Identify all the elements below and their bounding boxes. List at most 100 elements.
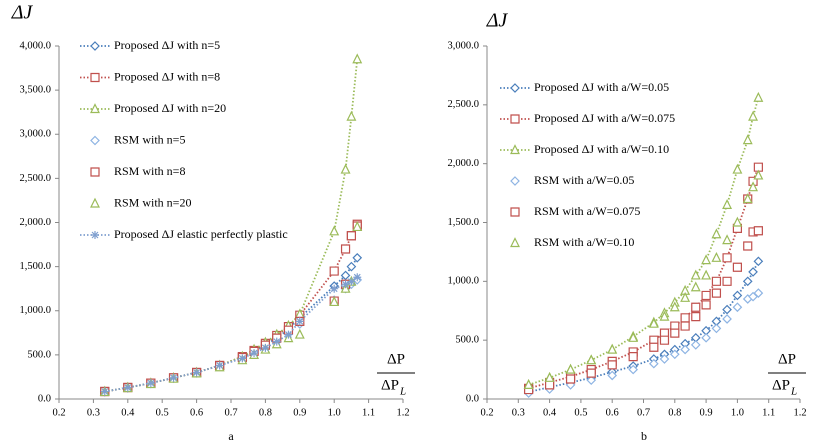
data-point <box>607 370 618 381</box>
data-point <box>748 267 758 277</box>
data-point <box>607 343 618 354</box>
y-tick-label: 1,000.0 <box>448 276 480 287</box>
data-point <box>680 321 690 331</box>
data-point <box>565 363 576 374</box>
data-point <box>748 110 759 121</box>
x-axis-label-subscript: L <box>399 386 406 398</box>
data-point <box>329 266 339 276</box>
legend-marker <box>510 144 520 155</box>
legend-label: Proposed ΔJ with a/W=0.075 <box>534 111 675 125</box>
data-point <box>544 371 555 382</box>
data-point <box>123 383 132 392</box>
data-point <box>701 269 712 280</box>
x-tick-label: 0.7 <box>224 407 237 418</box>
data-point <box>680 344 690 355</box>
legend-marker <box>90 197 100 208</box>
data-point <box>648 358 659 369</box>
legend-marker <box>90 72 100 83</box>
data-point <box>680 291 691 302</box>
data-point <box>753 169 764 180</box>
data-point <box>100 387 109 396</box>
data-point <box>753 162 763 172</box>
data-point <box>329 296 340 307</box>
legend-label: RSM with a/W=0.05 <box>534 173 634 187</box>
legend-label: Proposed ΔJ with n=20 <box>114 101 226 115</box>
data-point <box>192 368 201 377</box>
legend-marker <box>90 167 100 177</box>
x-tick-label: 0.6 <box>190 407 203 418</box>
data-point <box>753 226 763 236</box>
data-point <box>732 302 743 313</box>
data-point <box>742 134 753 145</box>
x-tick-label: 0.4 <box>543 407 557 418</box>
data-point <box>523 379 534 389</box>
legend-marker <box>90 103 100 114</box>
data-point <box>732 163 743 174</box>
legend-label: RSM with n=8 <box>114 164 185 178</box>
data-point <box>722 234 733 245</box>
data-point <box>146 379 155 388</box>
data-point <box>670 328 680 338</box>
x-tick-label: 0.3 <box>512 407 525 418</box>
x-tick-label: 0.4 <box>121 407 135 418</box>
data-point <box>691 302 701 312</box>
y-tick-label: 0.0 <box>38 393 51 404</box>
data-point <box>742 276 753 287</box>
data-point <box>659 354 670 364</box>
legend-label: RSM with n=20 <box>114 195 191 209</box>
data-point <box>294 328 305 339</box>
data-point <box>352 53 363 64</box>
data-point <box>722 253 732 263</box>
x-tick-label: 0.5 <box>574 407 587 418</box>
y-tick-label: 2,500.0 <box>448 99 480 110</box>
data-point <box>722 276 732 286</box>
data-point <box>722 304 732 315</box>
data-point <box>238 354 247 363</box>
x-axis-label-denominator: ΔP <box>772 377 790 393</box>
y-tick-label: 2,000.0 <box>20 217 52 228</box>
data-point <box>753 91 764 102</box>
data-point <box>701 290 711 301</box>
legend-label: Proposed ΔJ with n=5 <box>114 38 220 52</box>
y-tick-label: 500.0 <box>27 349 51 360</box>
legend-label: RSM with n=5 <box>114 132 185 146</box>
x-tick-label: 0.7 <box>637 407 650 418</box>
legend-label: Proposed ΔJ elastic perfectly plastic <box>114 227 288 241</box>
data-point <box>753 288 764 298</box>
data-point <box>628 352 638 362</box>
x-tick-label: 0.3 <box>87 407 100 418</box>
data-point <box>748 181 759 192</box>
data-point <box>341 280 350 289</box>
data-point <box>545 380 555 390</box>
data-point <box>586 368 596 378</box>
legend-marker <box>510 176 520 186</box>
y-tick-label: 4,000.0 <box>20 40 52 51</box>
data-point <box>353 273 362 282</box>
data-point <box>753 256 764 267</box>
legend-marker <box>510 114 520 124</box>
data-point <box>340 244 351 254</box>
y-tick-label: 2,500.0 <box>20 173 52 184</box>
data-point <box>711 251 722 262</box>
x-tick-label: 0.2 <box>52 407 65 418</box>
data-point <box>352 221 363 232</box>
legend-marker <box>510 237 520 248</box>
data-point <box>329 225 340 236</box>
legend-label: Proposed ΔJ with n=8 <box>114 69 220 83</box>
data-point <box>628 364 639 375</box>
x-axis-label-denominator: ΔP <box>381 377 399 393</box>
y-tick-label: 1,500.0 <box>448 217 480 228</box>
data-point <box>340 270 351 281</box>
x-axis-label-subscript: L <box>790 386 797 398</box>
y-tick-label: 500.0 <box>455 335 479 346</box>
data-point <box>659 335 670 345</box>
legend-marker <box>90 135 100 146</box>
x-tick-label: 1.2 <box>793 407 806 418</box>
y-tick-label: 0.0 <box>466 393 479 404</box>
data-point <box>711 288 722 298</box>
data-point <box>711 276 722 286</box>
subplot-caption: b <box>641 429 647 443</box>
series-line <box>104 223 359 393</box>
data-point <box>607 360 617 370</box>
x-tick-label: 1.0 <box>328 407 341 418</box>
